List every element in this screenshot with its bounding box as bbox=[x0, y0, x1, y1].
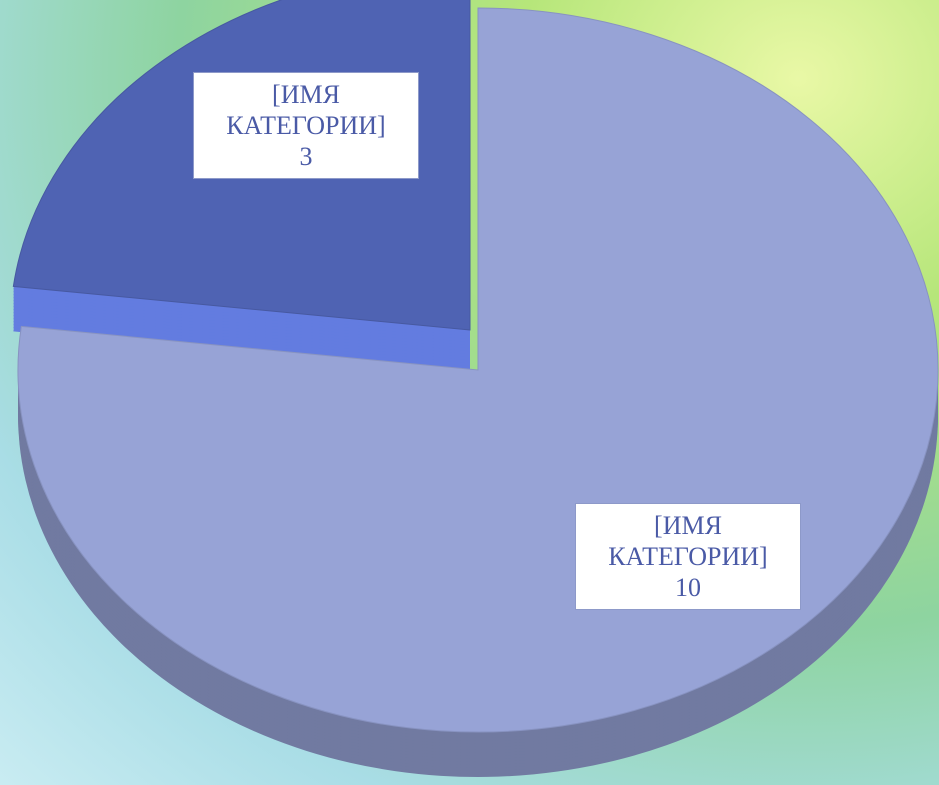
category-label: [ИМЯ КАТЕГОРИИ] bbox=[226, 80, 386, 140]
data-label: [ИМЯ КАТЕГОРИИ] 10 bbox=[575, 503, 801, 610]
value-label: 3 bbox=[299, 142, 313, 171]
value-label: 10 bbox=[675, 573, 701, 602]
category-label: [ИМЯ КАТЕГОРИИ] bbox=[608, 511, 768, 571]
data-label: [ИМЯ КАТЕГОРИИ] 3 bbox=[193, 72, 419, 179]
